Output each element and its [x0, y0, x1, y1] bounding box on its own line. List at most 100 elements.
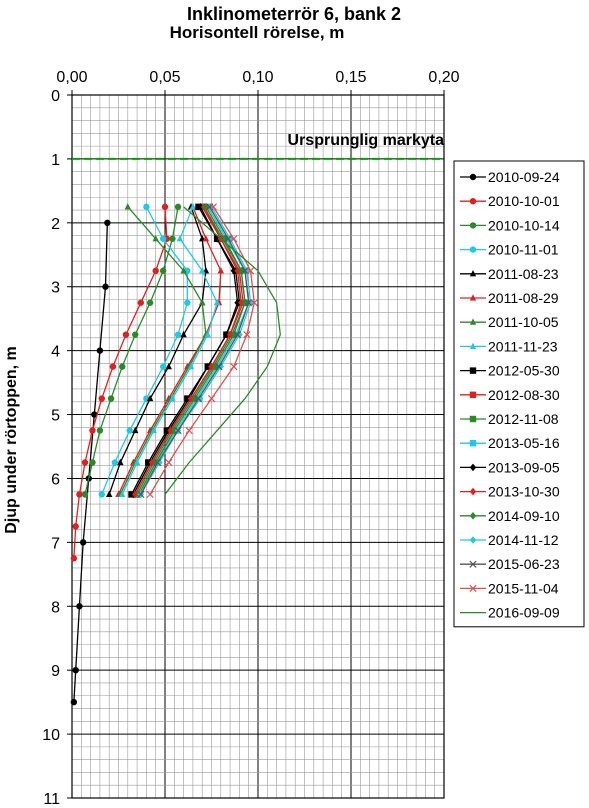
series-line	[73, 206, 168, 559]
data-point	[187, 362, 195, 370]
series-2010-10-01	[70, 203, 171, 562]
data-point	[189, 203, 197, 210]
data-point	[185, 426, 193, 435]
data-point	[180, 330, 187, 338]
data-point	[153, 458, 162, 467]
y-tick-label: 11	[43, 791, 60, 808]
data-point	[133, 458, 141, 466]
legend-entry: 2016-09-09	[460, 605, 560, 621]
data-point	[202, 234, 210, 242]
data-point	[469, 318, 477, 325]
data-point	[109, 363, 117, 370]
data-point	[469, 536, 477, 544]
data-point	[132, 426, 139, 434]
series-line	[136, 206, 246, 495]
data-point	[152, 234, 159, 242]
data-point	[152, 267, 159, 274]
legend-label: 2010-11-01	[488, 242, 559, 258]
data-point	[96, 427, 104, 434]
data-point	[226, 330, 234, 339]
x-tick-label: 0,15	[335, 69, 366, 86]
legend-label: 2015-11-04	[488, 580, 559, 596]
y-tick-label: 6	[51, 471, 60, 488]
legend-entry: 2015-11-04	[460, 580, 559, 596]
data-point	[230, 266, 238, 275]
y-tick-label: 10	[42, 727, 60, 744]
data-point	[217, 362, 224, 371]
data-point	[241, 267, 249, 275]
data-point	[247, 298, 254, 307]
data-point	[184, 299, 191, 306]
data-point	[132, 490, 139, 499]
x-tick-label: 0,10	[242, 69, 273, 86]
data-point	[207, 394, 216, 403]
legend-entry: 2012-11-08	[460, 411, 559, 427]
data-point	[152, 458, 159, 467]
series-line	[117, 206, 222, 495]
data-point	[165, 362, 172, 370]
data-point	[124, 203, 131, 210]
data-point	[89, 427, 96, 434]
data-point	[469, 173, 477, 181]
reference-line-label: Ursprunglig markyta	[288, 132, 445, 149]
data-point	[204, 330, 211, 338]
legend-entry: 2011-08-29	[460, 290, 559, 306]
series-2016-09-09	[164, 206, 281, 495]
data-point	[230, 235, 238, 243]
data-point	[199, 266, 206, 274]
series-2010-11-01	[98, 203, 191, 498]
data-point	[469, 342, 477, 349]
data-point	[169, 235, 176, 242]
y-tick-label: 3	[51, 280, 60, 297]
data-point	[250, 299, 258, 307]
data-point	[76, 491, 83, 498]
data-point	[143, 203, 150, 211]
legend-label: 2013-09-05	[488, 459, 560, 475]
data-point	[159, 363, 167, 370]
legend-label: 2015-06-23	[488, 556, 560, 572]
data-point	[180, 266, 187, 274]
data-point	[104, 219, 111, 227]
data-point	[187, 394, 195, 403]
data-point	[119, 490, 126, 498]
series-line	[132, 206, 239, 495]
data-point	[243, 331, 251, 339]
data-point	[146, 299, 154, 306]
data-point	[161, 203, 169, 211]
data-point	[174, 203, 182, 211]
data-point	[234, 298, 241, 307]
data-point	[98, 395, 105, 402]
data-point	[148, 458, 156, 467]
data-point	[146, 394, 154, 402]
data-point	[212, 362, 219, 371]
series	[70, 203, 281, 706]
data-point	[199, 298, 206, 306]
axes: 0,00 0,05 0,10 0,15 0,20 0 1 2 3 4 5 6 7 8 9 10 11	[42, 69, 459, 808]
series-line	[119, 206, 207, 495]
data-point	[122, 331, 130, 338]
data-point	[469, 487, 477, 496]
data-point	[208, 362, 215, 371]
data-point	[159, 235, 167, 242]
data-point	[469, 246, 477, 253]
data-point	[150, 426, 158, 434]
series-line	[101, 206, 188, 495]
series-line	[138, 206, 250, 495]
legend-label: 2013-05-16	[488, 435, 560, 451]
data-point	[146, 490, 154, 499]
data-point	[224, 235, 232, 243]
y-tick-label: 7	[51, 535, 60, 552]
data-point	[174, 426, 182, 435]
legend-entry: 2013-05-16	[460, 435, 560, 451]
y-axis-title: Djup under rörtoppen, m	[3, 346, 20, 534]
data-point	[126, 427, 133, 434]
data-point	[469, 198, 477, 205]
data-point	[72, 523, 79, 530]
legend-label: 2010-10-01	[488, 193, 560, 209]
data-point	[76, 603, 83, 610]
legend-entry: 2010-10-01	[460, 193, 560, 209]
legend-entry: 2011-10-05	[460, 314, 559, 330]
data-point	[165, 458, 173, 467]
data-point	[159, 267, 167, 274]
